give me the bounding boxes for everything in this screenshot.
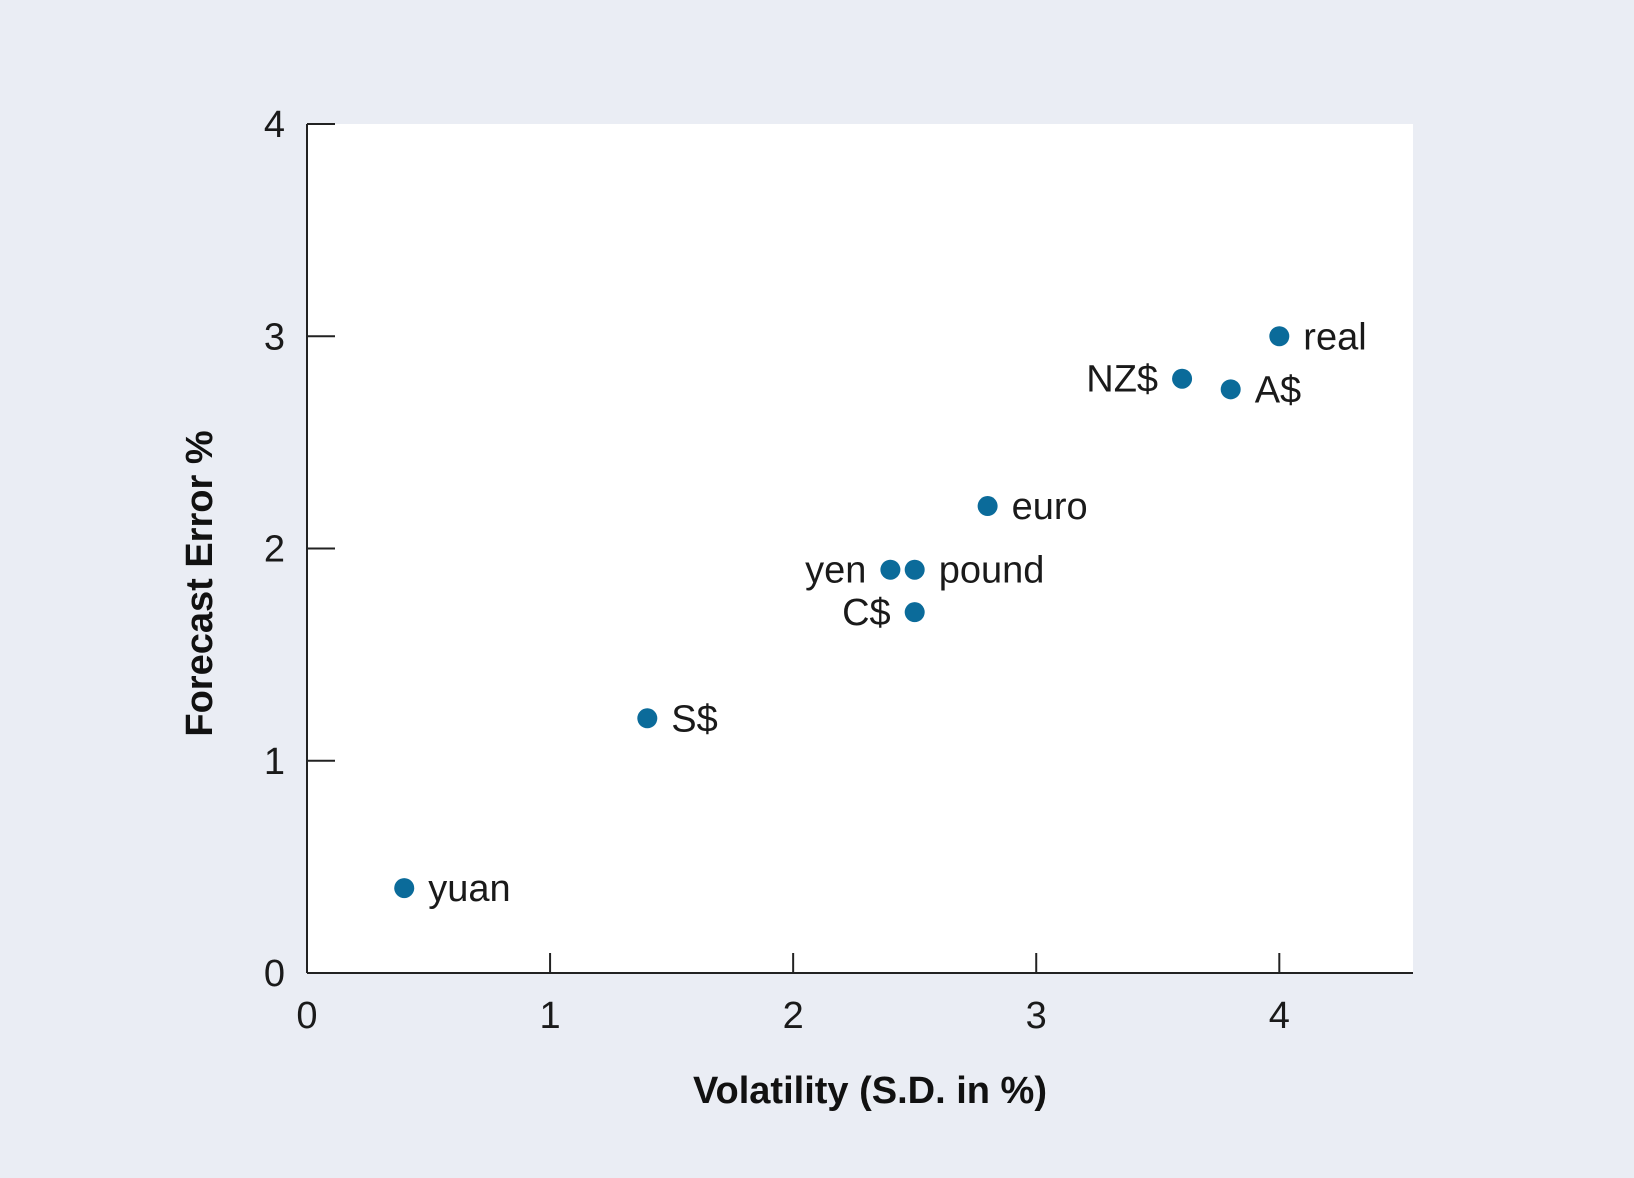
point-label: yen [805,550,866,592]
data-point [977,496,998,517]
data-point [394,878,415,899]
y-tick-label: 0 [264,953,285,995]
x-axis-title: Volatility (S.D. in %) [693,1070,1047,1112]
x-tick-label: 0 [296,995,317,1037]
x-tick-label: 4 [1269,995,1290,1037]
y-tick-label: 1 [264,741,285,783]
point-label: NZ$ [1086,359,1158,401]
point-label: S$ [671,698,717,740]
point-label: euro [1012,486,1088,528]
plot-area [307,124,1413,973]
data-point [1220,379,1241,400]
data-point [1172,368,1193,389]
data-point [904,602,925,623]
y-axis-title: Forecast Error % [179,430,221,736]
point-label: real [1303,316,1366,358]
point-label: A$ [1255,369,1301,411]
ticks: 0 1 2 3 4 0 1 2 3 4 [264,104,1290,1037]
data-point [880,559,901,580]
point-label: C$ [842,592,891,634]
x-tick-label: 1 [540,995,561,1037]
data-point [904,559,925,580]
y-tick-label: 3 [264,316,285,358]
data-point [1269,326,1290,347]
point-label: yuan [428,868,510,910]
data-points: yuan S$ C$yen pound euro NZ$ A$real [394,316,1367,910]
y-tick-label: 4 [264,104,285,146]
point-label: pound [939,550,1045,592]
y-tick-label: 2 [264,529,285,571]
x-tick-label: 3 [1026,995,1047,1037]
x-tick-label: 2 [783,995,804,1037]
data-point [637,708,658,729]
